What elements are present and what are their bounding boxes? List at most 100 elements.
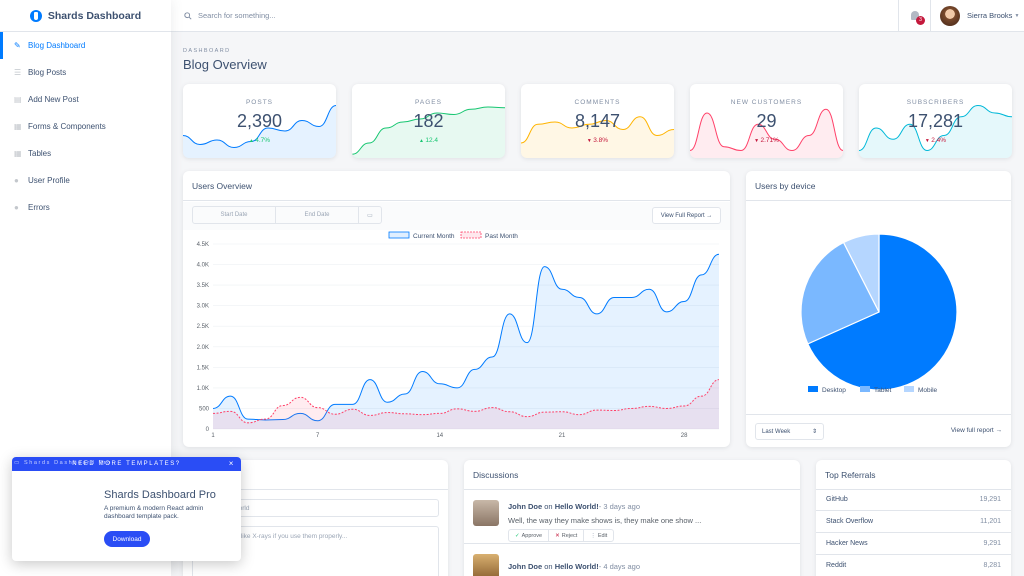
range-select[interactable]: Last Week ⇕	[755, 423, 824, 440]
comment-text: Well, the way they make shows is, they m…	[508, 516, 702, 525]
stat-change-value: 2.71%	[760, 137, 779, 144]
end-date-input[interactable]: End Date	[276, 207, 359, 223]
sidebar-item-label: Blog Posts	[28, 68, 67, 77]
stat-change-value: 3.8%	[593, 137, 609, 144]
pencil-icon: ✎	[14, 41, 21, 50]
promo-banner: NEED MORE TEMPLATES? × ▭ Shards Dashboar…	[12, 457, 241, 471]
y-tick-label: 3.5K	[197, 283, 209, 289]
notifications-button[interactable]: 3	[898, 0, 930, 32]
stat-card-new-customers: NEW CUSTOMERS 29 ▼ 2.71%	[690, 84, 843, 158]
download-button[interactable]: Download	[104, 531, 150, 547]
comment-author[interactable]: John Doe	[508, 562, 543, 571]
sidebar-nav: ✎ Blog Dashboard ☰ Blog Posts ▤ Add New Post ▦…	[0, 32, 171, 221]
stat-label: POSTS	[245, 99, 274, 106]
device-pie-chart: Desktop Tablet Mobile	[800, 233, 958, 394]
sparkline-area	[690, 109, 843, 158]
approve-button[interactable]: ✓ Approve	[509, 530, 550, 541]
referral-value: 8,281	[983, 562, 1001, 569]
brand[interactable]: Shards Dashboard	[0, 0, 171, 32]
referral-row[interactable]: Hacker News 9,291	[816, 533, 1011, 555]
stat-label: NEW CUSTOMERS	[730, 99, 803, 106]
y-tick-label: 500	[199, 406, 210, 412]
brand-name: Shards Dashboard	[47, 9, 142, 22]
sparkline-line	[521, 116, 674, 144]
stat-card-subscribers: SUBSCRIBERS 17,281 ▼ 2.4%	[859, 84, 1012, 158]
sidebar-item-tables[interactable]: ▦ Tables	[0, 140, 171, 167]
legend-label: Tablet	[874, 387, 892, 394]
edit-button[interactable]: ⋮ Edit	[584, 530, 613, 541]
stat-value: 29	[756, 111, 777, 131]
legend-swatch	[388, 231, 410, 239]
comment-post[interactable]: Hello World!	[554, 562, 599, 571]
referral-value: 19,291	[979, 496, 1001, 503]
chart-legend: Current Month Past Month	[388, 231, 518, 240]
stat-value: 182	[413, 111, 444, 131]
top-navbar: Search for something... 3 Sierra Brooks …	[171, 0, 1024, 32]
sidebar-item-forms-components[interactable]: ▦ Forms & Components	[0, 113, 171, 140]
sidebar-item-blog-dashboard[interactable]: ✎ Blog Dashboard	[0, 32, 171, 59]
view-full-report-button[interactable]: View Full Report →	[652, 207, 721, 224]
caret-down-icon: ▼	[1014, 12, 1020, 19]
reject-button[interactable]: ✕ Reject	[549, 530, 585, 541]
arrow-down-icon: ▼	[924, 138, 932, 144]
sidebar-item-blog-posts[interactable]: ☰ Blog Posts	[0, 59, 171, 86]
sidebar-item-label: Blog Dashboard	[28, 41, 86, 50]
start-date-input[interactable]: Start Date	[193, 207, 276, 223]
legend-label: Desktop	[822, 387, 846, 394]
y-tick-label: 3.0K	[197, 304, 209, 310]
comment-author[interactable]: John Doe	[508, 502, 543, 511]
search-icon	[184, 11, 192, 20]
sparkline-line	[352, 106, 505, 155]
stat-change: ▲ 12.4	[352, 137, 505, 144]
referral-row[interactable]: Stack Overflow 11,201	[816, 511, 1011, 533]
sparkline-area	[521, 116, 674, 158]
stat-change: ▲ 4.7%	[183, 137, 336, 144]
top-referrals-card: Top Referrals GitHub 19,291 Stack Overflow…	[816, 460, 1011, 576]
close-icon[interactable]: ×	[228, 459, 235, 468]
view-full-report-link[interactable]: View full report →	[950, 427, 1002, 434]
x-tick-label: 28	[681, 433, 688, 439]
referral-value: 11,201	[980, 518, 1001, 525]
stat-card-pages: PAGES 182 ▲ 12.4	[352, 84, 505, 158]
sidebar-item-errors[interactable]: ● Errors	[0, 194, 171, 221]
users-overview-chart: Current Month Past Month 0 500 1.0K 1.5K 2.0K 2…	[197, 231, 720, 439]
legend-swatch	[860, 386, 870, 392]
discussion-item: John Doe on Hello World!- 4 days ago	[464, 544, 800, 576]
sparkline-area	[183, 105, 336, 158]
sidebar-item-label: Forms & Components	[28, 122, 106, 131]
pie-slice-mobile	[842, 233, 880, 313]
sidebar-item-add-new-post[interactable]: ▤ Add New Post	[0, 86, 171, 113]
comment-on: on	[544, 502, 553, 511]
y-tick-label: 2.5K	[197, 324, 209, 330]
sidebar-item-user-profile[interactable]: ● User Profile	[0, 167, 171, 194]
stat-label: COMMENTS	[574, 99, 621, 106]
commenter-avatar	[473, 554, 499, 576]
referral-row[interactable]: GitHub 19,291	[816, 489, 1011, 511]
commenter-avatar	[473, 500, 499, 526]
referral-name: GitHub	[826, 496, 848, 503]
sparkline-chart	[521, 116, 674, 158]
series-line-current-month	[212, 253, 720, 422]
sparkline-area	[352, 107, 505, 158]
stat-change-value: 2.4%	[931, 137, 947, 144]
stat-change: ▼ 3.8%	[521, 137, 674, 144]
close-icon: ✕	[555, 532, 560, 539]
search-bar[interactable]: Search for something...	[171, 11, 898, 20]
comment-post[interactable]: Hello World!	[554, 502, 599, 511]
stat-change-value: 12.4	[425, 137, 438, 144]
search-input[interactable]: Search for something...	[198, 11, 276, 20]
sparkline-chart	[183, 105, 336, 158]
calendar-icon[interactable]: ▭	[367, 212, 373, 219]
page-title: Blog Overview	[183, 57, 267, 72]
pie-slice-tablet	[800, 241, 880, 345]
sparkline-chart	[690, 108, 843, 158]
users-by-device-title: Users by device	[746, 171, 1011, 201]
edit-icon: ⋮	[590, 532, 596, 539]
arrow-down-icon: ▼	[754, 138, 761, 144]
user-menu[interactable]: Sierra Brooks ▼	[930, 0, 1024, 32]
sidebar-item-label: Tables	[28, 149, 52, 158]
referral-row[interactable]: Reddit 8,281	[816, 555, 1011, 576]
y-tick-label: 4.5K	[197, 242, 209, 248]
users-overview-title: Users Overview	[183, 171, 730, 201]
discussions-card: Discussions John Doe on Hello World!- 3 …	[464, 460, 800, 576]
